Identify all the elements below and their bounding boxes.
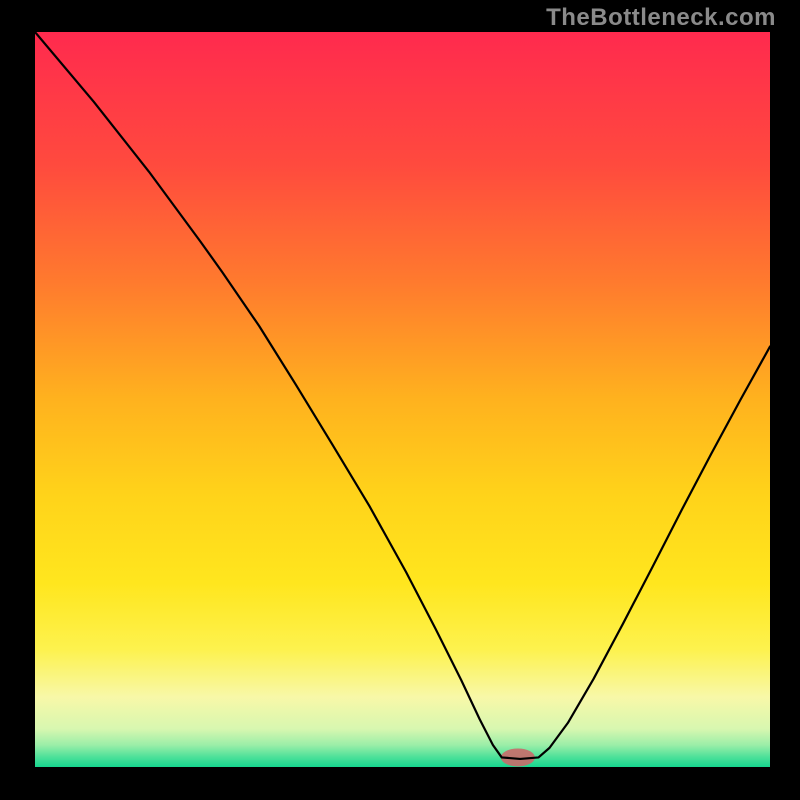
gradient-background xyxy=(35,32,770,767)
bottleneck-chart xyxy=(35,32,770,767)
frame: TheBottleneck.com xyxy=(0,0,800,800)
watermark-text: TheBottleneck.com xyxy=(546,4,776,32)
